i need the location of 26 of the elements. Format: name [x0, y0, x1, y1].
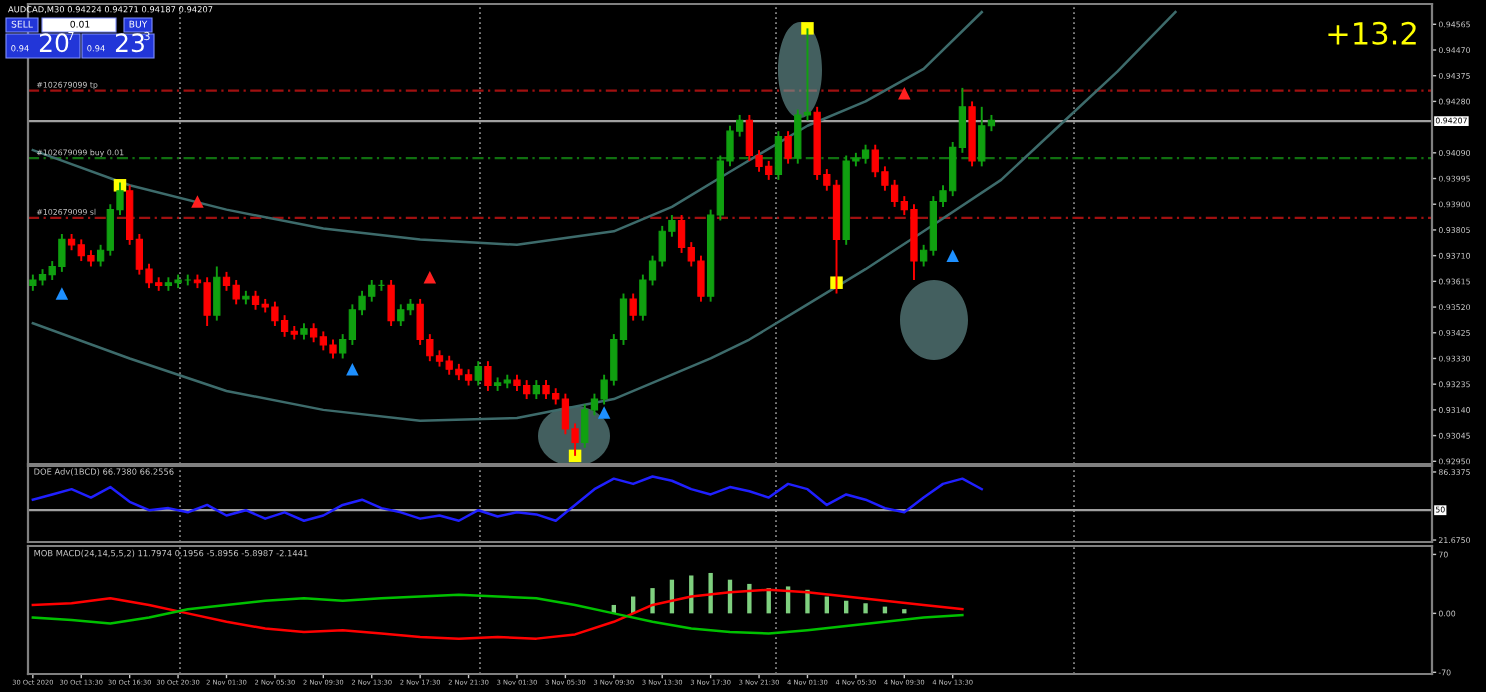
point — [597, 406, 611, 419]
candlestick — [213, 265, 221, 322]
annotation: 23 — [115, 33, 144, 53]
candlestick — [532, 379, 540, 401]
point — [55, 287, 69, 300]
candlestick — [629, 292, 637, 322]
line-series — [31, 10, 983, 247]
candlestick — [784, 130, 792, 165]
line-series — [31, 475, 983, 522]
bar — [863, 603, 868, 614]
point — [898, 87, 911, 100]
bar — [747, 583, 752, 614]
candlestick — [774, 130, 783, 181]
line-series — [31, 10, 1177, 422]
annotation: +13.2 — [1328, 21, 1416, 45]
point — [946, 249, 959, 262]
candlestick — [484, 360, 492, 392]
point — [423, 271, 437, 284]
annotation: 20 — [39, 33, 69, 53]
candlestick — [387, 279, 395, 327]
point — [191, 195, 204, 208]
point — [801, 22, 814, 35]
bar — [708, 572, 713, 614]
candlestick — [474, 360, 482, 387]
point — [830, 276, 843, 289]
point — [346, 363, 359, 376]
